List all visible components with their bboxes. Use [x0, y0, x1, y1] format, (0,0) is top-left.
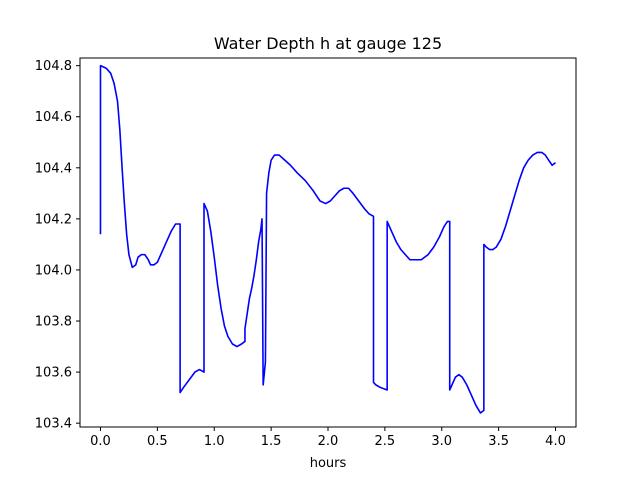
y-axis-ticks: 103.4 103.6 103.8 104.0 104.2 104.4 104.6 104.8	[35, 59, 80, 432]
x-tick-label: 0.0	[90, 434, 111, 449]
y-tick-label: 104.0	[35, 263, 72, 278]
y-tick-label: 103.6	[35, 366, 72, 381]
x-tick-label: 2.0	[318, 434, 339, 449]
y-tick-label: 103.4	[35, 417, 72, 432]
y-tick-label: 104.6	[35, 110, 72, 125]
x-tick-label: 3.5	[488, 434, 509, 449]
x-axis-ticks: 0.0 0.5 1.0 1.5 2.0 2.5 3.0 3.5 4.0	[90, 427, 566, 449]
x-tick-label: 1.0	[204, 434, 225, 449]
y-tick-label: 103.8	[35, 315, 72, 330]
plot-frame	[79, 57, 577, 428]
y-tick-label: 104.2	[35, 212, 72, 227]
x-tick-label: 0.5	[147, 434, 168, 449]
x-tick-label: 1.5	[261, 434, 282, 449]
y-tick-label: 104.4	[35, 161, 72, 176]
series-group	[99, 64, 556, 414]
x-tick-label: 2.5	[375, 434, 396, 449]
x-tick-label: 4.0	[545, 434, 566, 449]
chart-title: Water Depth h at gauge 125	[214, 34, 442, 53]
x-tick-label: 3.0	[431, 434, 452, 449]
plot-area	[80, 58, 576, 427]
x-axis-label: hours	[310, 456, 347, 471]
y-tick-label: 104.8	[35, 59, 72, 74]
series-line	[99, 64, 556, 414]
